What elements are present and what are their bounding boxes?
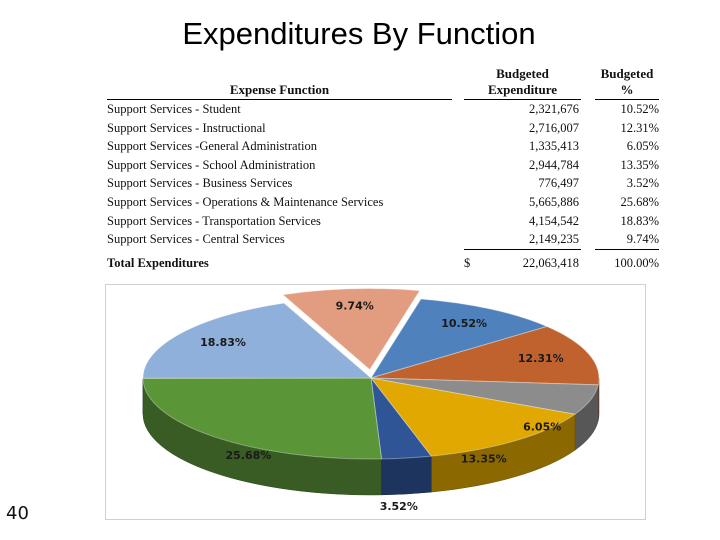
row-function: Support Services - Business Services <box>107 176 293 191</box>
row-percent: 10.52% <box>620 102 659 116</box>
total-row: Total Expenditures $ 22,063,418 100.00% <box>107 248 659 276</box>
pie-data-label: 9.74% <box>336 300 374 313</box>
header-budgeted-expenditure: Budgeted Expenditure <box>464 66 581 100</box>
pie-data-label: 25.68% <box>226 449 272 462</box>
row-function: Support Services - School Administration <box>107 157 316 172</box>
pie-data-label: 18.83% <box>200 336 246 349</box>
table-row: Support Services - Operations & Maintena… <box>107 193 659 212</box>
pie-data-label: 10.52% <box>441 317 487 330</box>
total-percent: 100.00% <box>595 248 659 276</box>
row-function: Support Services - Central Services <box>107 232 285 247</box>
pie-slice-4 <box>370 376 433 460</box>
header-budgeted-percent: Budgeted % <box>595 66 659 100</box>
pie-slice-2 <box>370 377 599 415</box>
row-function: Support Services - Transportation Servic… <box>107 213 321 228</box>
pie-chart-container: 10.52% 12.31% 6.05% 13.35% 3.52% 25.68% 18.83%… <box>105 284 646 520</box>
table-row: Support Services - School Administration… <box>107 156 659 175</box>
row-percent: 25.68% <box>620 194 659 209</box>
pie-slice-7 <box>281 288 421 371</box>
row-percent: 12.31% <box>620 120 659 135</box>
row-function: Support Services - Student <box>107 102 241 116</box>
expenditure-table: Expense Function Budgeted Expenditure Bu… <box>107 66 659 276</box>
pie-side-4 <box>381 455 432 496</box>
total-expenditure: 22,063,418 <box>478 248 581 276</box>
pie-slice-1 <box>370 325 600 386</box>
pie-data-label: 12.31% <box>518 352 564 365</box>
pie-slice-3 <box>369 377 577 457</box>
row-expenditure: 1,335,413 <box>529 139 579 154</box>
row-percent: 6.05% <box>626 139 659 154</box>
row-expenditure: 2,716,007 <box>529 120 579 135</box>
row-expenditure: 2,321,676 <box>529 102 579 116</box>
row-percent: 3.52% <box>626 176 659 191</box>
row-percent: 13.35% <box>620 157 659 172</box>
table-row: Support Services - Student 2,321,676 10.… <box>107 100 659 119</box>
total-label: Total Expenditures <box>107 255 209 270</box>
pie-chart: 10.52% 12.31% 6.05% 13.35% 3.52% 25.68% 18.83%… <box>142 288 600 513</box>
table-row: Support Services -General Administration… <box>107 137 659 156</box>
table-row: Support Services - Transportation Servic… <box>107 212 659 231</box>
expenditure-table-container: Expense Function Budgeted Expenditure Bu… <box>107 66 659 276</box>
pie-slice-0 <box>369 298 549 379</box>
header-expense-function: Expense Function <box>107 66 452 100</box>
row-function: Support Services - Operations & Maintena… <box>107 194 384 209</box>
page-number: 40 <box>6 503 29 524</box>
row-function: Support Services -General Administration <box>107 139 318 154</box>
pie-slice-6 <box>142 302 373 379</box>
row-expenditure: 5,665,886 <box>529 194 579 209</box>
row-percent: 18.83% <box>620 213 659 228</box>
row-expenditure: 2,944,784 <box>529 157 579 172</box>
pie-data-label: 6.05% <box>523 421 561 434</box>
row-expenditure: 776,497 <box>538 176 579 191</box>
row-expenditure: 2,149,235 <box>529 232 579 247</box>
table-row: Support Services - Business Services 776… <box>107 174 659 193</box>
row-function: Support Services - Instructional <box>107 120 266 135</box>
page-title: Expenditures By Function <box>182 16 536 51</box>
pie-slice-5 <box>142 377 383 460</box>
pie-data-label: 13.35% <box>461 452 507 465</box>
table-row: Support Services - Instructional 2,716,0… <box>107 119 659 138</box>
table-row: Support Services - Central Services 2,14… <box>107 230 659 249</box>
pie-data-label: 3.52% <box>380 500 418 513</box>
row-expenditure: 4,154,542 <box>529 213 579 228</box>
row-percent: 9.74% <box>626 232 659 247</box>
total-currency: $ <box>464 248 478 276</box>
